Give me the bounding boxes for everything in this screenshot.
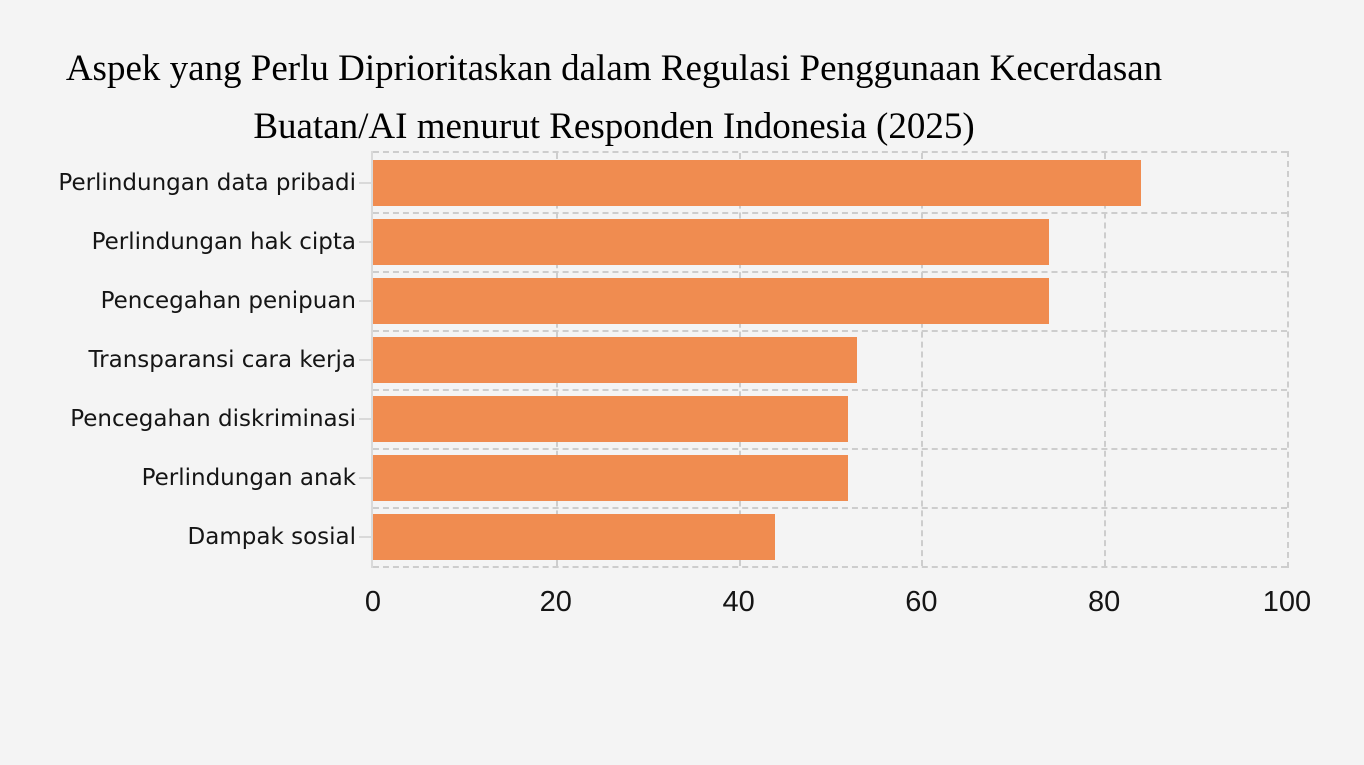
- gridline-row-3: [373, 330, 1287, 332]
- bar-perlindungan-anak: [373, 454, 849, 501]
- bar-row: [373, 212, 1287, 271]
- bar-row: [373, 153, 1287, 212]
- category-label-dampak-sosial: Dampak sosial: [187, 523, 356, 550]
- gridline-row-2: [373, 271, 1287, 273]
- bar-dampak-sosial: [373, 513, 776, 560]
- bar-row: [373, 271, 1287, 330]
- y-tick-mark-5: [359, 417, 371, 420]
- x-tick-label-80: 80: [1088, 586, 1121, 618]
- y-tick-mark-2: [359, 240, 371, 243]
- y-tick-mark-7: [359, 535, 371, 538]
- plot-border-top: [373, 151, 1287, 153]
- bar-row: [373, 389, 1287, 448]
- y-tick-mark-1: [359, 181, 371, 184]
- y-tick-mark-6: [359, 476, 371, 479]
- bar-perlindungan-data-pribadi: [373, 159, 1141, 206]
- bar-transparansi-cara-kerja: [373, 336, 858, 383]
- bar-row: [373, 330, 1287, 389]
- y-axis-spine: [371, 151, 373, 568]
- x-tick-label-60: 60: [905, 586, 938, 618]
- plot-border-right: [1287, 151, 1289, 568]
- y-tick-mark-4: [359, 358, 371, 361]
- gridline-row-1: [373, 212, 1287, 214]
- gridline-row-6: [373, 507, 1287, 509]
- x-tick-label-100: 100: [1262, 586, 1312, 618]
- gridline-row-5: [373, 448, 1287, 450]
- category-label-perlindungan-anak: Perlindungan anak: [141, 464, 356, 491]
- category-label-perlindungan-hak-cipta: Perlindungan hak cipta: [91, 228, 356, 255]
- x-tick-label-40: 40: [722, 586, 755, 618]
- gridline-row-4: [373, 389, 1287, 391]
- bar-row: [373, 507, 1287, 566]
- x-tick-label-0: 0: [364, 586, 382, 618]
- chart-title-line2: Buatan/AI menurut Responden Indonesia (2…: [253, 106, 975, 147]
- category-label-pencegahan-penipuan: Pencegahan penipuan: [100, 287, 356, 314]
- x-axis-labels: 0 20 40 60 80 100: [0, 586, 1364, 626]
- chart-title: Aspek yang Perlu Diprioritaskan dalam Re…: [0, 40, 1228, 156]
- category-label-pencegahan-diskriminasi: Pencegahan diskriminasi: [70, 405, 356, 432]
- category-label-transparansi-cara-kerja: Transparansi cara kerja: [88, 346, 356, 373]
- category-label-perlindungan-data-pribadi: Perlindungan data pribadi: [58, 169, 356, 196]
- bar-pencegahan-penipuan: [373, 277, 1050, 324]
- bar-pencegahan-diskriminasi: [373, 395, 849, 442]
- y-axis-labels: Perlindungan data pribadi Perlindungan h…: [0, 153, 356, 566]
- bar-row: [373, 448, 1287, 507]
- x-tick-label-20: 20: [539, 586, 572, 618]
- gridline-x-80: [1104, 153, 1107, 566]
- gridline-x-60: [921, 153, 924, 566]
- plot-border-bottom: [373, 566, 1287, 568]
- bar-perlindungan-hak-cipta: [373, 218, 1050, 265]
- plot-area: [359, 151, 1289, 568]
- y-tick-mark-3: [359, 299, 371, 302]
- chart-title-line1: Aspek yang Perlu Diprioritaskan dalam Re…: [65, 48, 1163, 89]
